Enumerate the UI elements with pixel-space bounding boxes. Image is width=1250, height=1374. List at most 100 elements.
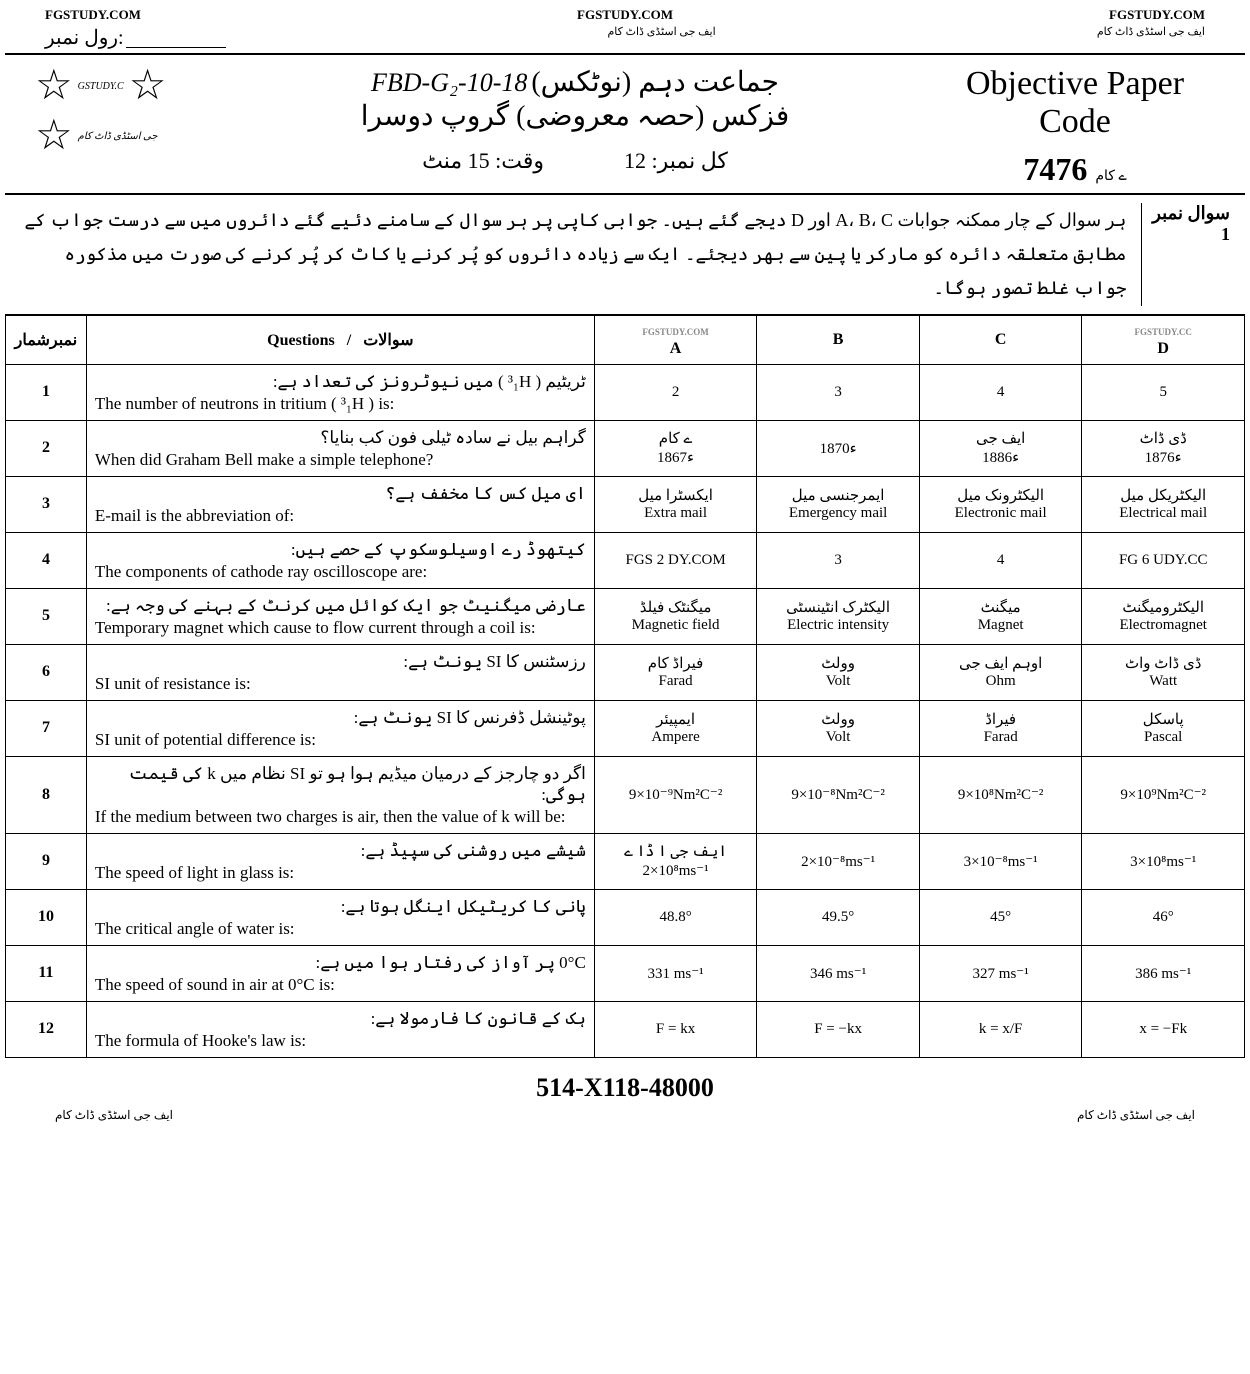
- opt-a[interactable]: ے کام 1867ء: [594, 420, 757, 476]
- opt-b[interactable]: 3: [757, 364, 920, 420]
- opt-d[interactable]: 386 ms⁻¹: [1082, 945, 1245, 1001]
- opt-d[interactable]: x = −Fk: [1082, 1001, 1245, 1057]
- exam-name: جماعت دہم (نوٹکس): [531, 67, 779, 98]
- q-eng: Temporary magnet which cause to flow cur…: [95, 618, 586, 638]
- table-row: 2 گراہم بیل نے سادہ ٹیلی فون کب بنایا؟ W…: [6, 420, 1245, 476]
- q-number: 1: [6, 364, 87, 420]
- opt-c[interactable]: الیکٹرونک میل Electronic mail: [919, 476, 1082, 532]
- opt-b[interactable]: 1870ء: [757, 420, 920, 476]
- footer-code: 514-X118-48000: [5, 1058, 1245, 1108]
- star-label-1: GSTUDY.C: [78, 81, 124, 92]
- star-icon: ☆: [35, 65, 73, 107]
- opt-c[interactable]: ایف جی 1886ء: [919, 420, 1082, 476]
- q-number: 7: [6, 700, 87, 756]
- q-urdu: اگر دو چارجز کے درمیان میڈیم ہوا ہو تو S…: [95, 763, 586, 805]
- q-urdu: پانی کا کریٹیکل اینگل ہوتا ہے:: [95, 896, 586, 917]
- opt-d[interactable]: 9×10⁹Nm²C⁻²: [1082, 756, 1245, 833]
- site-right: FGSTUDY.COM: [1109, 7, 1205, 23]
- q-cell: اگر دو چارجز کے درمیان میڈیم ہوا ہو تو S…: [86, 756, 594, 833]
- opt-d[interactable]: 5: [1082, 364, 1245, 420]
- opt-c[interactable]: میگنٹ Magnet: [919, 588, 1082, 644]
- subject-line: فزکس (حصہ معروضی) گروپ دوسرا: [235, 99, 915, 133]
- opt-b[interactable]: 346 ms⁻¹: [757, 945, 920, 1001]
- q-eng: The speed of sound in air at 0°C is:: [95, 975, 586, 995]
- opt-d[interactable]: پاسکل Pascal: [1082, 700, 1245, 756]
- q-eng: E-mail is the abbreviation of:: [95, 506, 586, 526]
- urdu-tag-center: ایف جی اسٹڈی ڈاٹ کام: [608, 25, 716, 50]
- q-number: 12: [6, 1001, 87, 1057]
- q-urdu: شیشے میں روشنی کی سپیڈ ہے:: [95, 840, 586, 861]
- opt-b[interactable]: 3: [757, 532, 920, 588]
- opt-d[interactable]: 3×10⁸ms⁻¹: [1082, 833, 1245, 889]
- table-row: 12 ہک کے قانون کا فارمولا ہے: The formul…: [6, 1001, 1245, 1057]
- opt-c[interactable]: 4: [919, 532, 1082, 588]
- paper-code: 7476: [1023, 151, 1087, 187]
- table-row: 1 ٹریٹیم ( ³₁H ) میں نیوٹرونز کی تعداد ہ…: [6, 364, 1245, 420]
- title-center: FBD-G₂-10-18 جماعت دہم (نوٹکس) فزکس (حصہ…: [235, 65, 915, 174]
- opt-d[interactable]: FG 6 UDY.CC: [1082, 532, 1245, 588]
- opt-c[interactable]: 9×10⁸Nm²C⁻²: [919, 756, 1082, 833]
- opt-c[interactable]: اوہم ایف جی Ohm: [919, 644, 1082, 700]
- handwritten-code: FBD-G₂-10-18: [371, 68, 527, 97]
- q-eng: When did Graham Bell make a simple telep…: [95, 450, 586, 470]
- opt-b[interactable]: الیکٹرک انٹینسٹی Electric intensity: [757, 588, 920, 644]
- opt-a[interactable]: ایمپیئر Ampere: [594, 700, 757, 756]
- opt-c[interactable]: فیراڈ Farad: [919, 700, 1082, 756]
- opt-b[interactable]: 49.5°: [757, 889, 920, 945]
- opt-d[interactable]: 46°: [1082, 889, 1245, 945]
- star-icon: ☆: [35, 115, 73, 157]
- q-urdu: ای میل کس کا مخفف ہے؟: [95, 483, 586, 504]
- opt-a[interactable]: 9×10⁻⁹Nm²C⁻²: [594, 756, 757, 833]
- opt-d[interactable]: الیکٹریکل میل Electrical mail: [1082, 476, 1245, 532]
- col-header-a: FGSTUDY.COM A: [594, 315, 757, 364]
- opt-a[interactable]: FGS 2 DY.COM: [594, 532, 757, 588]
- urdu-tag-right: ایف جی اسٹڈی ڈاٹ کام: [1097, 25, 1205, 50]
- instruction-box: سوال نمبر 1 ہر سوال کے چار ممکنہ جوابات …: [5, 193, 1245, 315]
- q-cell: عارضی میگنیٹ جو ایک کوائل میں کرنٹ کے بہ…: [86, 588, 594, 644]
- opt-a[interactable]: F = kx: [594, 1001, 757, 1057]
- opt-b[interactable]: وولٹ Volt: [757, 700, 920, 756]
- opt-c[interactable]: 3×10⁻⁸ms⁻¹: [919, 833, 1082, 889]
- opt-b[interactable]: وولٹ Volt: [757, 644, 920, 700]
- q-cell: رزسٹنس کا SI یونٹ ہے: SI unit of resista…: [86, 644, 594, 700]
- opt-c[interactable]: 327 ms⁻¹: [919, 945, 1082, 1001]
- q-cell: ٹریٹیم ( ³₁H ) میں نیوٹرونز کی تعداد ہے:…: [86, 364, 594, 420]
- q-number: 2: [6, 420, 87, 476]
- opt-b[interactable]: 9×10⁻⁸Nm²C⁻²: [757, 756, 920, 833]
- questions-table: نمبرشمار Questions / سوالات FGSTUDY.COM …: [5, 315, 1245, 1058]
- opt-a[interactable]: 2: [594, 364, 757, 420]
- q-urdu: ٹریٹیم ( ³₁H ) میں نیوٹرونز کی تعداد ہے:: [95, 371, 586, 392]
- opt-a[interactable]: میگنٹک فیلڈ Magnetic field: [594, 588, 757, 644]
- star-icon: ☆: [129, 65, 167, 107]
- opt-d[interactable]: ڈی ڈاٹ 1876ء: [1082, 420, 1245, 476]
- table-row: 8 اگر دو چارجز کے درمیان میڈیم ہوا ہو تو…: [6, 756, 1245, 833]
- opt-b[interactable]: ایمرجنسی میل Emergency mail: [757, 476, 920, 532]
- q-eng: The speed of light in glass is:: [95, 863, 586, 883]
- opt-a[interactable]: ایکسٹرا میل Extra mail: [594, 476, 757, 532]
- opt-d[interactable]: ڈی ڈاٹ واٹ Watt: [1082, 644, 1245, 700]
- q-urdu: کیتھوڈ رے اوسیلوسکوپ کے حصے ہیں:: [95, 539, 586, 560]
- q-cell: کیتھوڈ رے اوسیلوسکوپ کے حصے ہیں: The com…: [86, 532, 594, 588]
- opt-a[interactable]: ایف جی ا ڈا ے 2×10⁸ms⁻¹: [594, 833, 757, 889]
- col-header-b: B: [757, 315, 920, 364]
- q-eng: SI unit of resistance is:: [95, 674, 586, 694]
- opt-c[interactable]: k = x/F: [919, 1001, 1082, 1057]
- table-row: 6 رزسٹنس کا SI یونٹ ہے: SI unit of resis…: [6, 644, 1245, 700]
- obj-line2: Code: [935, 103, 1215, 141]
- stars-column: ☆ GSTUDY.C ☆ ☆ جی اسٹڈی ڈاٹ کام: [35, 65, 215, 165]
- opt-b[interactable]: F = −kx: [757, 1001, 920, 1057]
- opt-a[interactable]: 331 ms⁻¹: [594, 945, 757, 1001]
- opt-c[interactable]: 4: [919, 364, 1082, 420]
- opt-b[interactable]: 2×10⁻⁸ms⁻¹: [757, 833, 920, 889]
- opt-a[interactable]: 48.8°: [594, 889, 757, 945]
- opt-a[interactable]: فیراڈ کام Farad: [594, 644, 757, 700]
- top-watermark-row: FGSTUDY.COM FGSTUDY.COM FGSTUDY.COM: [5, 5, 1245, 25]
- q-eng: If the medium between two charges is air…: [95, 807, 586, 827]
- table-row: 4 کیتھوڈ رے اوسیلوسکوپ کے حصے ہیں: The c…: [6, 532, 1245, 588]
- opt-d[interactable]: الیکٹرومیگنٹ Electromagnet: [1082, 588, 1245, 644]
- opt-c[interactable]: 45°: [919, 889, 1082, 945]
- time-allowed: وقت: 15 منٹ: [422, 148, 544, 174]
- q-number: 8: [6, 756, 87, 833]
- table-row: 10 پانی کا کریٹیکل اینگل ہوتا ہے: The cr…: [6, 889, 1245, 945]
- q-eng: The number of neutrons in tritium ( ³₁H …: [95, 394, 586, 414]
